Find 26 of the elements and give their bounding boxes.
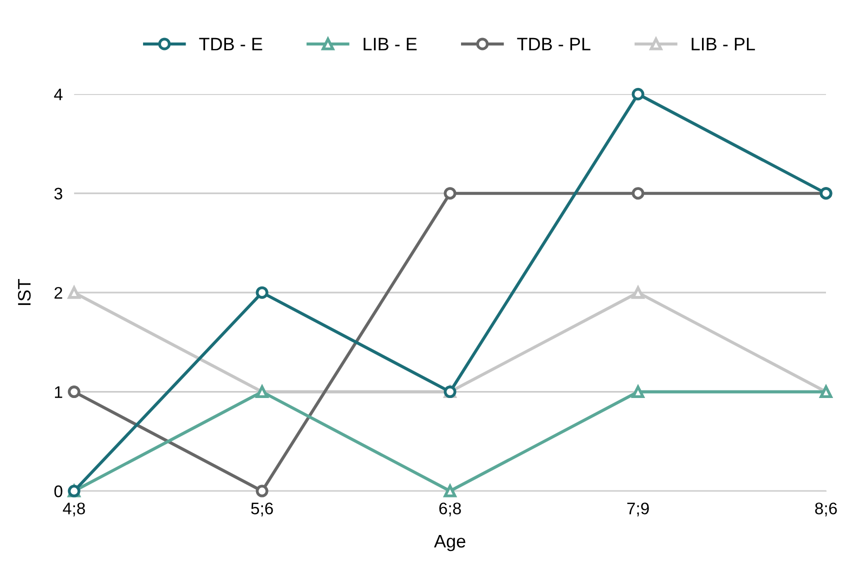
point [444,484,456,498]
y-tick-label: 2 [54,286,62,299]
legend-label: LIB - PL [692,38,755,50]
x-tick-label: 8;6 [815,502,837,516]
y-tick-label: 1 [54,386,62,398]
point [68,286,80,299]
y-tick-label: 0 [54,485,62,498]
point [632,286,644,299]
x-tick-label: 7;9 [627,502,649,516]
x-axis-title: Age [434,535,466,552]
point [256,286,268,299]
point [444,187,456,200]
point [68,386,80,398]
point [632,187,644,200]
legend-label: TDB - PL [517,38,590,50]
x-tick-label: 5;6 [251,502,273,516]
legend-label: LIB - E [364,38,417,50]
x-tick-label: 6;8 [439,502,461,516]
y-tick-label: 3 [54,188,62,200]
point [632,88,644,100]
y-tick-label: 4 [54,88,62,100]
y-axis-title: IST [18,278,31,305]
point [256,484,268,498]
legend-label: TDB - E [199,38,262,50]
point [632,386,644,398]
x-tick-label: 4;8 [62,502,85,516]
